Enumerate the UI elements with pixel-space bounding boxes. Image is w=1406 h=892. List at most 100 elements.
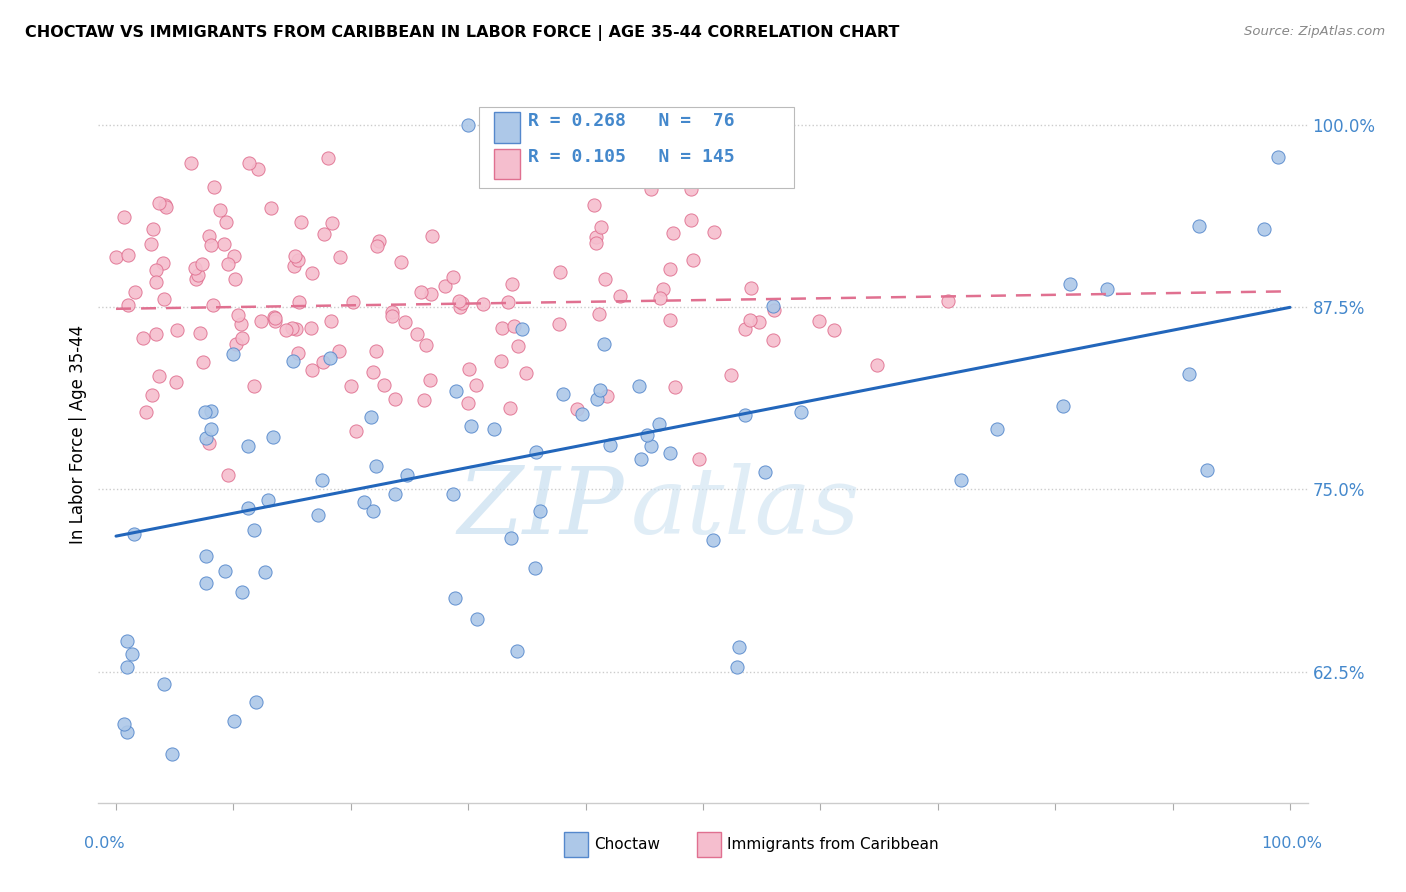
Point	[384, 486, 406, 500]
Point	[501, 277, 523, 291]
Point	[679, 182, 702, 196]
Point	[222, 347, 245, 361]
Point	[366, 239, 388, 253]
Point	[420, 229, 443, 244]
Point	[166, 323, 188, 337]
Point	[526, 444, 548, 458]
Point	[231, 585, 253, 599]
Point	[502, 152, 524, 166]
Point	[180, 156, 202, 170]
Point	[184, 261, 207, 276]
Point	[548, 265, 571, 279]
Point	[506, 644, 529, 658]
Point	[112, 716, 135, 731]
Point	[281, 320, 304, 334]
Point	[593, 271, 616, 285]
Point	[592, 337, 614, 351]
Point	[489, 353, 512, 368]
Point	[740, 281, 762, 295]
Point	[238, 156, 260, 170]
Point	[515, 366, 537, 380]
Point	[986, 421, 1008, 435]
Point	[124, 285, 146, 299]
Point	[523, 561, 546, 575]
Text: R = 0.268   N =  76: R = 0.268 N = 76	[527, 112, 734, 129]
Point	[115, 725, 138, 739]
Point	[117, 298, 139, 312]
Point	[1188, 219, 1211, 234]
Point	[342, 295, 364, 310]
Point	[224, 272, 246, 286]
Point	[301, 320, 323, 334]
Point	[406, 326, 429, 341]
Point	[808, 314, 831, 328]
Bar	[564, 831, 588, 856]
Point	[503, 319, 526, 334]
Point	[866, 358, 889, 372]
Point	[734, 408, 756, 422]
Point	[263, 310, 285, 324]
Point	[664, 380, 686, 394]
Point	[145, 327, 167, 342]
Point	[200, 238, 222, 252]
Point	[702, 533, 724, 548]
Point	[155, 198, 177, 212]
Point	[471, 297, 494, 311]
Point	[353, 495, 375, 509]
Point	[1052, 400, 1074, 414]
Point	[212, 237, 235, 252]
Point	[762, 299, 785, 313]
Point	[650, 291, 672, 305]
Point	[501, 531, 523, 545]
Point	[132, 331, 155, 345]
Point	[688, 452, 710, 467]
Point	[441, 487, 464, 501]
Point	[145, 275, 167, 289]
Point	[256, 492, 278, 507]
Point	[586, 392, 609, 406]
Point	[659, 313, 682, 327]
Point	[441, 269, 464, 284]
Point	[415, 337, 437, 351]
Point	[148, 368, 170, 383]
Point	[229, 317, 252, 331]
Point	[281, 354, 304, 368]
Point	[419, 286, 441, 301]
Point	[457, 118, 479, 132]
Point	[529, 504, 551, 518]
Point	[287, 346, 309, 360]
Point	[226, 309, 249, 323]
Point	[738, 312, 761, 326]
Point	[225, 337, 247, 351]
Point	[381, 310, 404, 324]
Point	[262, 430, 284, 444]
Point	[465, 612, 488, 626]
Point	[117, 248, 139, 262]
Point	[1267, 151, 1289, 165]
Point	[115, 660, 138, 674]
Point	[112, 210, 135, 224]
Point	[585, 236, 607, 251]
Point	[153, 293, 176, 307]
Point	[591, 220, 613, 235]
Point	[274, 322, 297, 336]
Point	[321, 216, 343, 230]
Point	[571, 407, 593, 421]
Point	[823, 323, 845, 337]
Point	[361, 365, 384, 379]
Point	[1177, 367, 1199, 381]
Point	[748, 315, 770, 329]
FancyBboxPatch shape	[479, 107, 793, 188]
Point	[553, 387, 575, 401]
Point	[247, 161, 270, 176]
Point	[238, 501, 260, 516]
Point	[412, 392, 434, 407]
Point	[419, 373, 441, 387]
Point	[191, 355, 214, 369]
Point	[389, 254, 412, 268]
Point	[141, 388, 163, 402]
Bar	[697, 831, 721, 856]
Point	[253, 565, 276, 579]
Point	[679, 213, 702, 227]
Point	[364, 458, 387, 473]
